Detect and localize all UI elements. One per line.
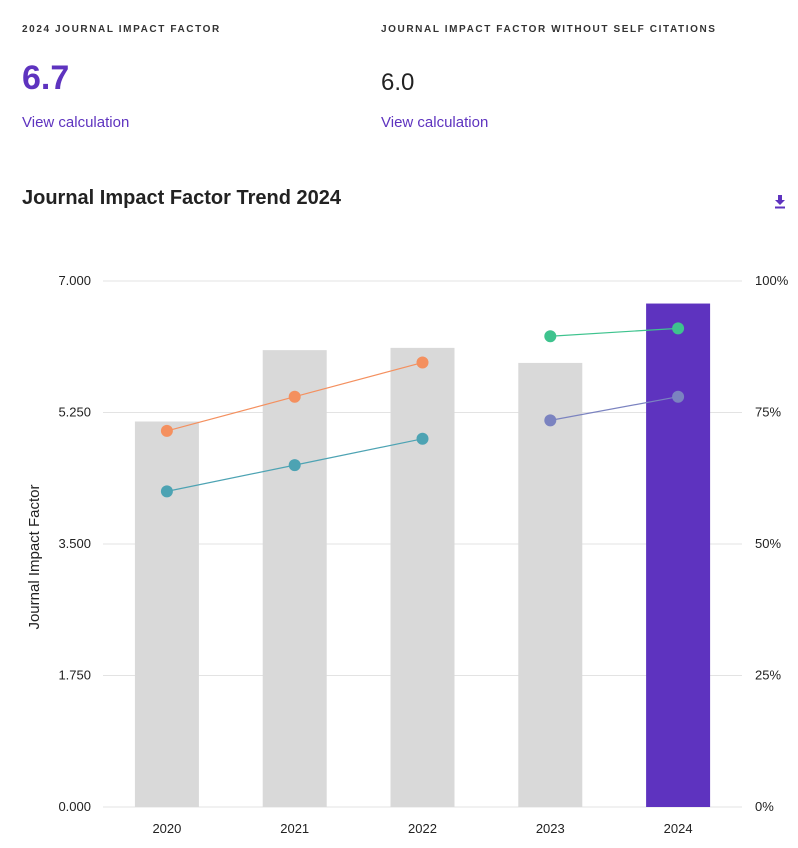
impact-factor-without-self-citations-label: JOURNAL IMPACT FACTOR WITHOUT SELF CITAT…: [381, 24, 717, 35]
y2-tick-label: 25%: [755, 668, 781, 683]
y-tick-label: 1.750: [58, 668, 91, 683]
bar: [390, 347, 455, 807]
series-point: [544, 330, 557, 343]
series-line-segment: [166, 464, 295, 492]
x-tick-label: 2022: [408, 821, 437, 836]
download-icon: [775, 195, 785, 209]
series-point: [416, 356, 429, 369]
bar: [518, 362, 583, 807]
impact-factor-without-self-citations-value: 6.0: [381, 69, 415, 96]
bar-highlight: [646, 303, 711, 807]
series-line-segment: [294, 438, 423, 466]
series-line-segment: [294, 361, 423, 398]
y2-tick-label: 50%: [755, 536, 781, 551]
series-point: [288, 459, 301, 472]
y-tick-label: 0.000: [58, 799, 91, 814]
x-tick-label: 2020: [152, 821, 181, 836]
y2-tick-label: 100%: [755, 273, 789, 288]
x-tick-label: 2023: [536, 821, 565, 836]
series-point: [544, 414, 557, 427]
series-line-segment: [550, 327, 679, 337]
chart-title: Journal Impact Factor Trend 2024: [22, 187, 341, 209]
x-tick-label: 2021: [280, 821, 309, 836]
series-point: [160, 424, 173, 437]
series-point: [288, 390, 301, 403]
without-self-citations-view-calculation-link[interactable]: View calculation: [381, 114, 489, 131]
series-point: [672, 390, 685, 403]
series-point: [672, 322, 685, 335]
bar: [262, 350, 327, 807]
y-tick-label: 7.000: [58, 273, 91, 288]
impact-factor-label: 2024 JOURNAL IMPACT FACTOR: [22, 24, 221, 35]
series-line-segment: [550, 396, 679, 421]
bar: [134, 421, 199, 807]
impact-factor-value: 6.7: [22, 59, 70, 97]
impact-factor-trend-chart: 0.000 1.750 3.500 5.250 7.000 0% 25% 50% 75% 100%…: [26, 273, 789, 836]
series-point: [416, 432, 429, 445]
y-tick-label: 3.500: [58, 536, 91, 551]
series-point: [160, 485, 173, 498]
y2-tick-label: 0%: [755, 799, 774, 814]
impact-factor-view-calculation-link[interactable]: View calculation: [22, 114, 130, 131]
download-button[interactable]: [770, 192, 790, 212]
y-tick-label: 5.250: [58, 405, 91, 420]
y2-tick-label: 75%: [755, 405, 781, 420]
y-axis-label: Journal Impact Factor: [26, 484, 43, 629]
x-tick-label: 2024: [664, 821, 693, 836]
series-line-segment: [166, 396, 295, 432]
